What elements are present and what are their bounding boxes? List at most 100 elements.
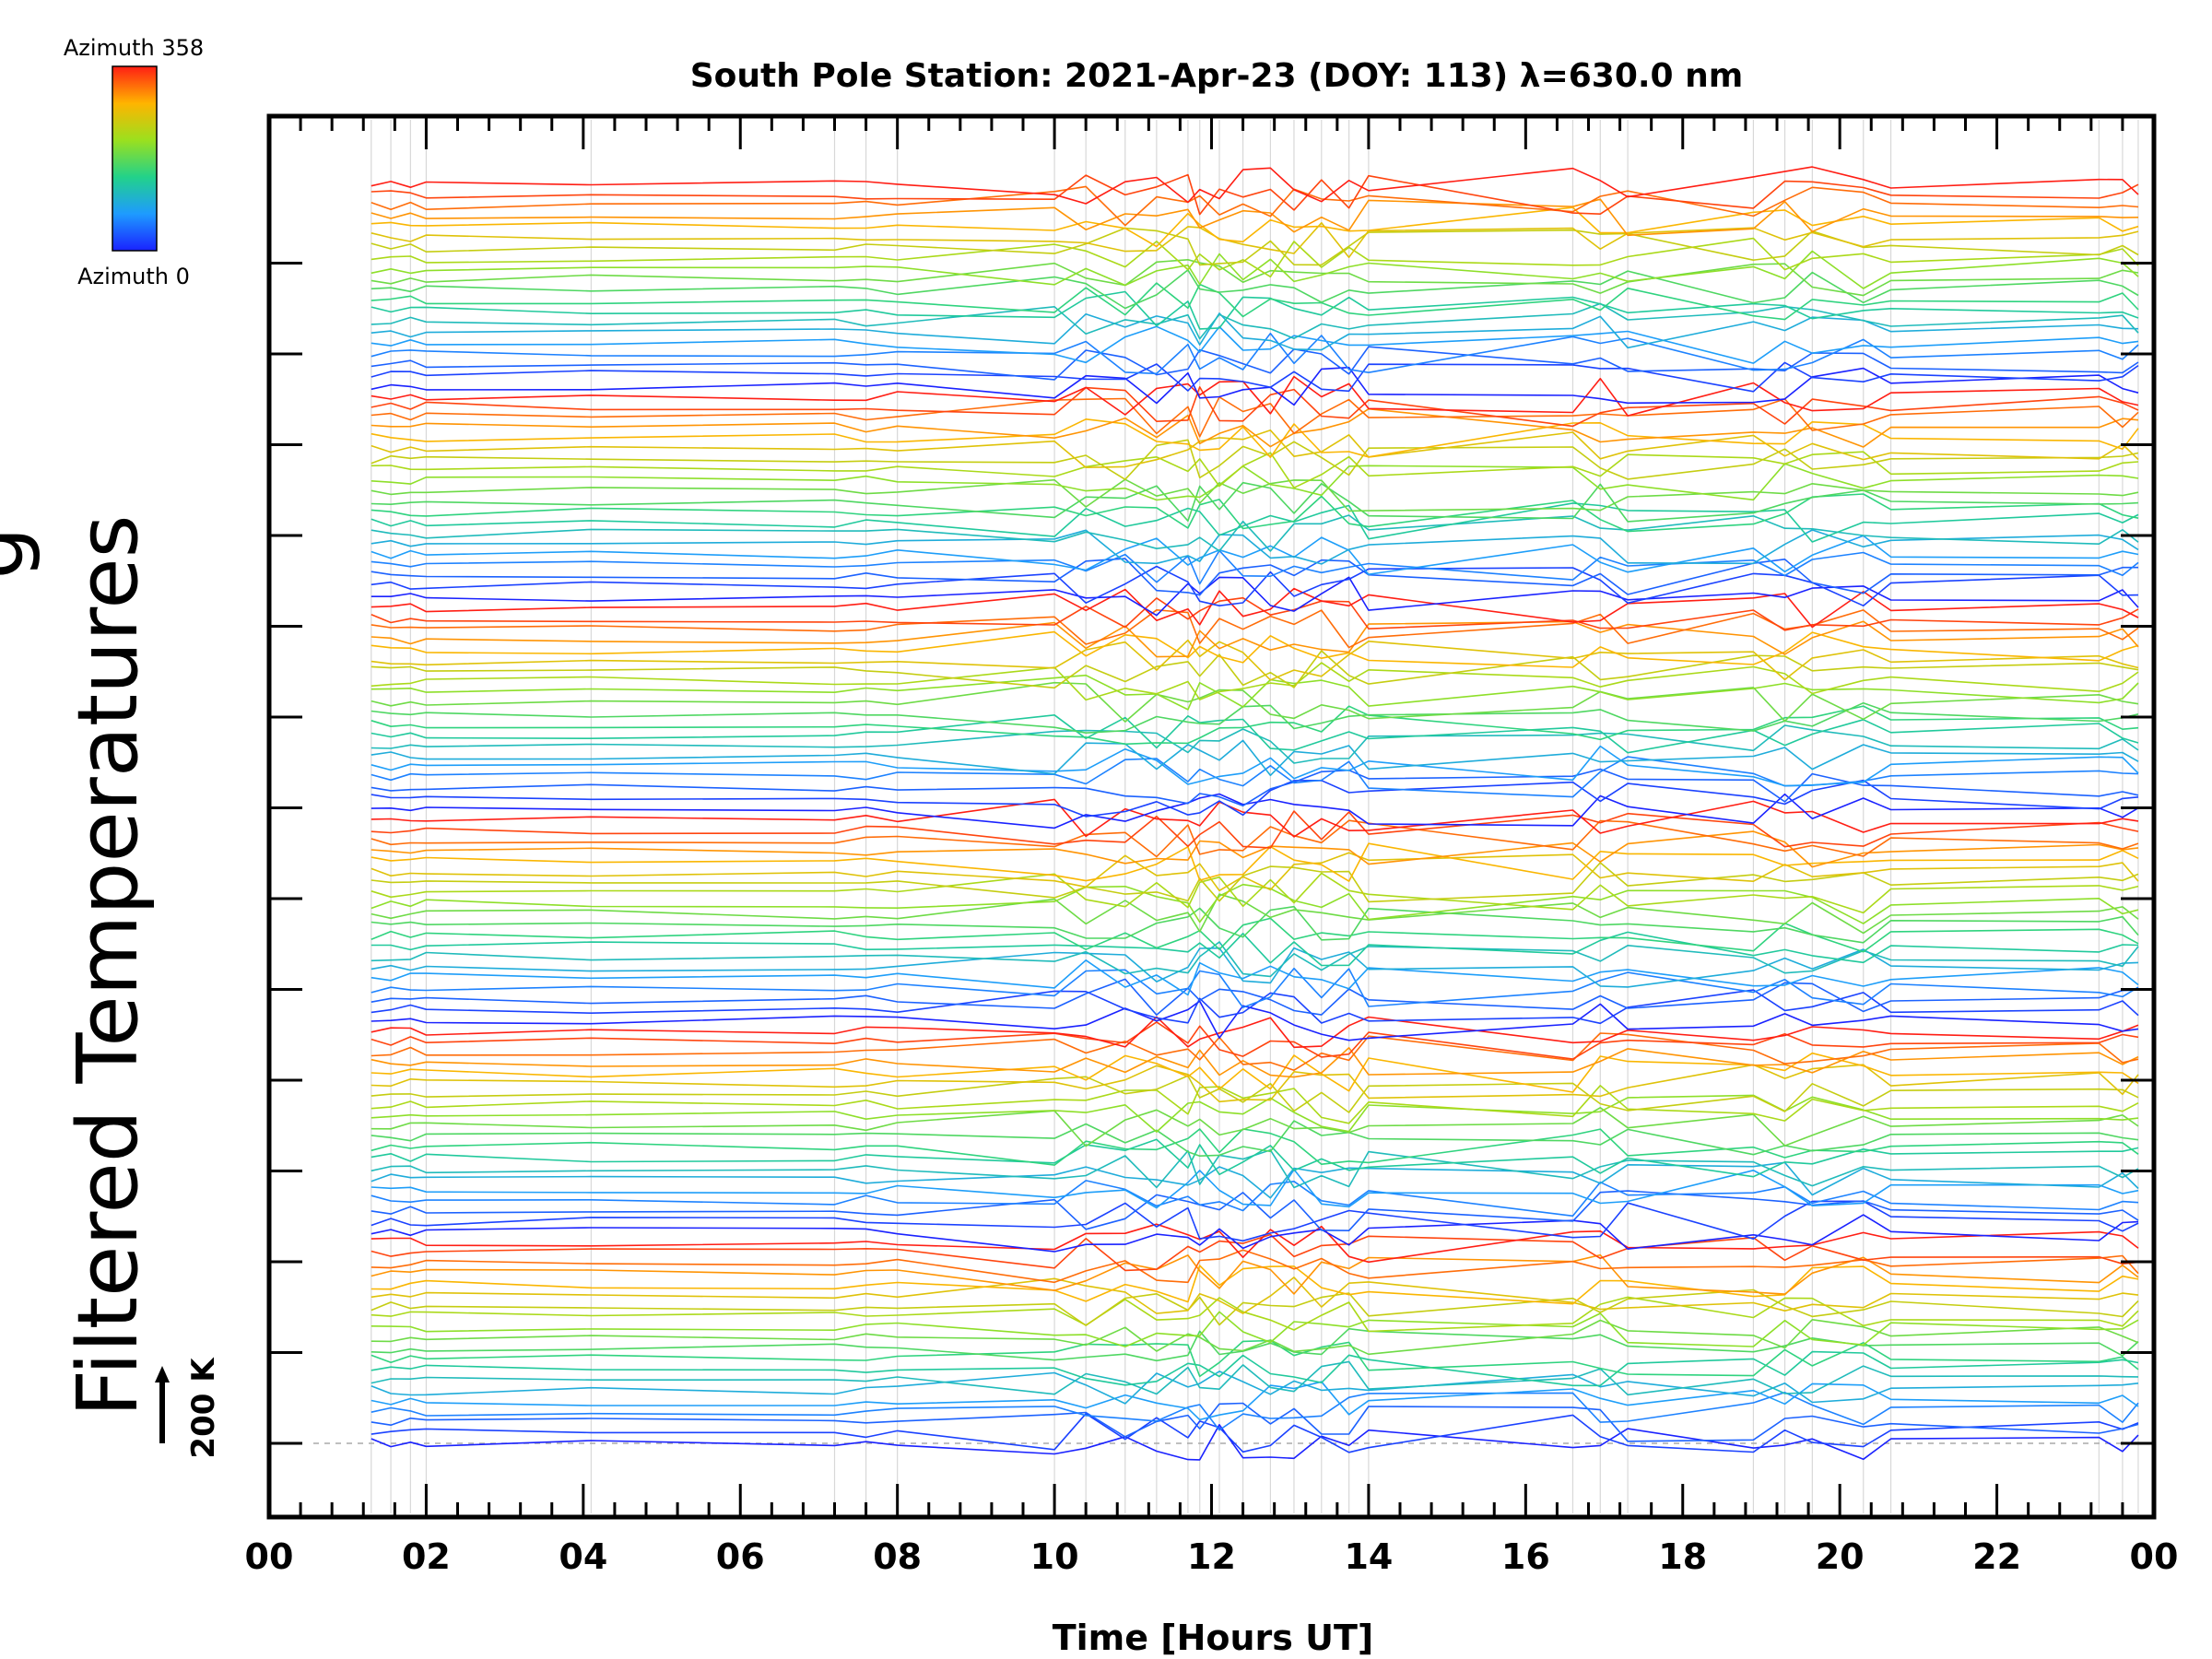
x-tick-label: 20 <box>1816 1536 1865 1577</box>
x-tick-label: 12 <box>1187 1536 1236 1577</box>
temperature-series <box>371 166 2139 1461</box>
x-tick-labels: 00 02 04 06 08 10 12 14 16 18 20 22 00 <box>245 1536 2179 1577</box>
x-tick-label: 02 <box>402 1536 451 1577</box>
series-line <box>371 1169 2139 1209</box>
series-line <box>371 1350 2139 1387</box>
series-line <box>371 493 2139 533</box>
series-line <box>371 1138 2139 1178</box>
series-line <box>371 674 2139 711</box>
series-line <box>371 630 2139 668</box>
series-line <box>371 1265 2139 1305</box>
x-tick-label: 06 <box>716 1536 765 1577</box>
x-tick-label: 00 <box>2130 1536 2179 1577</box>
series-line <box>371 173 2139 216</box>
series-line <box>371 481 2139 523</box>
series-line <box>371 1000 2139 1041</box>
series-line <box>371 947 2139 988</box>
series-line <box>371 502 2139 543</box>
series-line <box>371 830 2139 868</box>
series-line <box>371 931 2139 967</box>
series-line <box>371 941 2139 978</box>
series-line <box>371 451 2139 489</box>
series-line <box>371 1180 2139 1218</box>
series-line <box>371 1319 2139 1356</box>
series-line <box>371 862 2139 903</box>
colorbar: Azimuth 358 Azimuth 0 <box>64 35 204 289</box>
series-line <box>371 1120 2139 1157</box>
series-line <box>371 269 2139 310</box>
series-line <box>371 407 2139 448</box>
series-line <box>371 1094 2139 1133</box>
series-line <box>371 959 2139 996</box>
series-line <box>371 258 2139 297</box>
series-line <box>371 386 2139 428</box>
series-line <box>371 917 2139 953</box>
x-tick-label: 08 <box>873 1536 922 1577</box>
series-line <box>371 1311 2139 1347</box>
series-line <box>371 1413 2139 1453</box>
series-line <box>371 1047 2139 1078</box>
series-line <box>371 206 2139 248</box>
scale-bar-arrowhead <box>155 1366 170 1382</box>
x-tick-label: 14 <box>1344 1536 1393 1577</box>
series-line <box>371 312 2139 351</box>
series-line <box>371 1360 2139 1396</box>
series-line <box>371 768 2139 807</box>
series-line <box>371 1075 2139 1113</box>
series-line <box>371 639 2139 681</box>
series-line <box>371 222 2139 259</box>
series-line <box>371 418 2139 459</box>
series-line <box>371 361 2139 393</box>
series-line <box>371 978 2139 1016</box>
scale-bar-label: 200 K <box>185 1357 222 1459</box>
x-axis-label: Time [Hours UT] <box>1053 1618 1374 1658</box>
series-line <box>371 713 2139 754</box>
colorbar-min-label: Azimuth 0 <box>77 264 190 289</box>
series-line <box>371 282 2139 321</box>
series-line <box>371 905 2139 944</box>
series-line <box>371 852 2139 892</box>
x-tick-label: 18 <box>1658 1536 1707 1577</box>
series-line <box>371 745 2139 787</box>
series-line <box>371 302 2139 340</box>
series-line <box>371 1214 2139 1253</box>
series-line <box>371 798 2139 838</box>
series-line <box>371 587 2139 629</box>
series-line <box>371 535 2139 576</box>
series-line <box>371 250 2139 289</box>
axis-ticks <box>267 116 2156 1517</box>
series-line <box>371 558 2138 596</box>
y-axis-label-clipped: g <box>0 526 42 579</box>
series-line <box>371 810 2139 849</box>
series-line <box>371 620 2139 658</box>
series-line <box>371 1381 2139 1421</box>
series-line <box>371 1233 2139 1272</box>
series-line <box>371 1424 2139 1461</box>
colorbar-max-label: Azimuth 358 <box>64 35 204 61</box>
series-line <box>371 596 2139 631</box>
series-line <box>371 1296 2139 1333</box>
series-line <box>371 1327 2139 1362</box>
x-tick-label: 00 <box>245 1536 294 1577</box>
series-line <box>371 701 2139 735</box>
x-tick-label: 04 <box>559 1536 607 1577</box>
series-line <box>371 237 2139 278</box>
series-line <box>371 375 2139 417</box>
series-line <box>371 1371 2139 1405</box>
series-line <box>371 662 2139 701</box>
x-tick-label: 16 <box>1501 1536 1550 1577</box>
series-line <box>371 1064 2139 1103</box>
series-line <box>371 166 2139 205</box>
y-axis-label: Filtered Temperatures <box>60 514 157 1417</box>
series-line <box>371 1052 2139 1093</box>
series-line <box>371 756 2139 798</box>
series-line <box>371 290 2139 330</box>
series-line <box>371 1021 2139 1060</box>
series-line <box>371 1085 2139 1124</box>
series-line <box>371 1107 2139 1147</box>
series-line <box>371 739 2139 777</box>
series-line <box>371 198 2139 237</box>
series-line <box>371 705 2139 746</box>
series-line <box>371 332 2139 375</box>
